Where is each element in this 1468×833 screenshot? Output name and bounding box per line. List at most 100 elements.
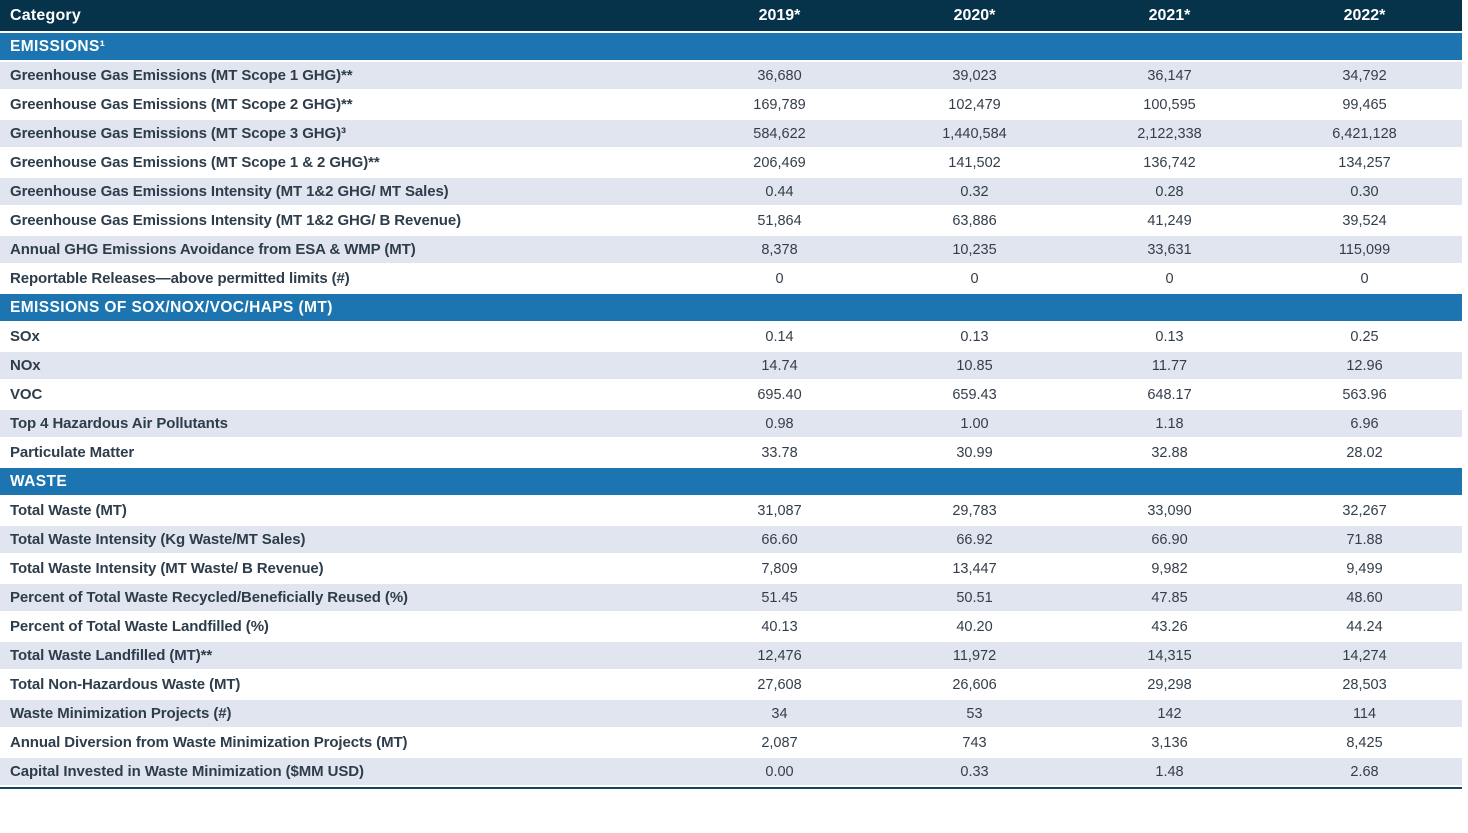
category-cell: Greenhouse Gas Emissions (MT Scope 1 GHG… bbox=[10, 67, 353, 84]
value-cell: 0 bbox=[775, 270, 784, 287]
category-cell: Total Non-Hazardous Waste (MT) bbox=[10, 676, 241, 693]
value-cell: 28.02 bbox=[1346, 444, 1383, 461]
table-row: Greenhouse Gas Emissions Intensity (MT 1… bbox=[0, 178, 1462, 207]
table-row: Percent of Total Waste Recycled/Benefici… bbox=[0, 584, 1462, 613]
value-cell: 206,469 bbox=[753, 154, 806, 171]
value-cell: 743 bbox=[962, 734, 987, 751]
value-cell: 115,099 bbox=[1338, 241, 1391, 258]
value-cell: 1.48 bbox=[1155, 763, 1184, 780]
section-title: EMISSIONS¹ bbox=[10, 37, 106, 55]
value-cell: 11,972 bbox=[952, 647, 997, 664]
value-cell: 28,503 bbox=[1342, 676, 1387, 693]
value-cell: 0 bbox=[1360, 270, 1369, 287]
value-cell: 12,476 bbox=[757, 647, 802, 664]
column-header-category: Category bbox=[10, 6, 81, 24]
table-row: NOx 14.74 10.85 11.77 12.96 bbox=[0, 352, 1462, 381]
table-row: Annual Diversion from Waste Minimization… bbox=[0, 729, 1462, 758]
value-cell: 100,595 bbox=[1143, 96, 1196, 113]
table-row: SOx 0.14 0.13 0.13 0.25 bbox=[0, 323, 1462, 352]
value-cell: 136,742 bbox=[1143, 154, 1196, 171]
value-cell: 648.17 bbox=[1147, 386, 1192, 403]
category-cell: Total Waste (MT) bbox=[10, 502, 127, 519]
value-cell: 51,864 bbox=[757, 212, 802, 229]
value-cell: 66.60 bbox=[761, 531, 798, 548]
value-cell: 659.43 bbox=[952, 386, 997, 403]
value-cell: 36,147 bbox=[1147, 67, 1192, 84]
table-row: Particulate Matter 33.78 30.99 32.88 28.02 bbox=[0, 439, 1462, 468]
table-row: Capital Invested in Waste Minimization (… bbox=[0, 758, 1462, 787]
section-title: EMISSIONS OF SOX/NOX/VOC/HAPS (MT) bbox=[10, 298, 333, 316]
table-row: VOC 695.40 659.43 648.17 563.96 bbox=[0, 381, 1462, 410]
category-cell: Reportable Releases—above permitted limi… bbox=[10, 270, 350, 287]
value-cell: 48.60 bbox=[1346, 589, 1383, 606]
value-cell: 695.40 bbox=[757, 386, 802, 403]
value-cell: 6.96 bbox=[1350, 415, 1379, 432]
value-cell: 26,606 bbox=[952, 676, 997, 693]
value-cell: 44.24 bbox=[1346, 618, 1383, 635]
value-cell: 0.44 bbox=[765, 183, 794, 200]
value-cell: 32.88 bbox=[1151, 444, 1188, 461]
category-cell: Greenhouse Gas Emissions (MT Scope 1 & 2… bbox=[10, 154, 380, 171]
category-cell: Percent of Total Waste Landfilled (%) bbox=[10, 618, 269, 635]
value-cell: 99,465 bbox=[1342, 96, 1387, 113]
category-cell: SOx bbox=[10, 328, 40, 345]
esg-metrics-table: Category 2019* 2020* 2021* 2022* EMISSIO… bbox=[0, 0, 1462, 789]
category-cell: Annual Diversion from Waste Minimization… bbox=[10, 734, 408, 751]
table-header-row: Category 2019* 2020* 2021* 2022* bbox=[0, 0, 1462, 33]
table-row: Total Waste (MT) 31,087 29,783 33,090 32,267 bbox=[0, 497, 1462, 526]
value-cell: 141,502 bbox=[948, 154, 1001, 171]
value-cell: 51.45 bbox=[761, 589, 798, 606]
category-cell: Greenhouse Gas Emissions (MT Scope 2 GHG… bbox=[10, 96, 353, 113]
value-cell: 0.13 bbox=[960, 328, 989, 345]
value-cell: 2.68 bbox=[1350, 763, 1379, 780]
value-cell: 1.18 bbox=[1155, 415, 1184, 432]
category-cell: NOx bbox=[10, 357, 41, 374]
value-cell: 14.74 bbox=[761, 357, 798, 374]
value-cell: 0.00 bbox=[765, 763, 794, 780]
value-cell: 43.26 bbox=[1151, 618, 1188, 635]
value-cell: 12.96 bbox=[1346, 357, 1383, 374]
value-cell: 7,809 bbox=[761, 560, 798, 577]
value-cell: 9,982 bbox=[1151, 560, 1188, 577]
value-cell: 63,886 bbox=[952, 212, 997, 229]
value-cell: 40.20 bbox=[956, 618, 993, 635]
table-row: Top 4 Hazardous Air Pollutants 0.98 1.00 1.… bbox=[0, 410, 1462, 439]
table-row: Greenhouse Gas Emissions (MT Scope 3 GHG… bbox=[0, 120, 1462, 149]
value-cell: 0.30 bbox=[1350, 183, 1379, 200]
category-cell: Total Waste Intensity (MT Waste/ B Reven… bbox=[10, 560, 324, 577]
value-cell: 1,440,584 bbox=[942, 125, 1007, 142]
value-cell: 47.85 bbox=[1151, 589, 1188, 606]
table-body: EMISSIONS¹ Greenhouse Gas Emissions (MT S… bbox=[0, 33, 1462, 787]
value-cell: 0.33 bbox=[960, 763, 989, 780]
value-cell: 40.13 bbox=[761, 618, 798, 635]
value-cell: 29,783 bbox=[952, 502, 997, 519]
value-cell: 169,789 bbox=[753, 96, 806, 113]
table-row: Waste Minimization Projects (#) 34 53 142 11… bbox=[0, 700, 1462, 729]
value-cell: 0.98 bbox=[765, 415, 794, 432]
table-row: Greenhouse Gas Emissions (MT Scope 2 GHG… bbox=[0, 91, 1462, 120]
value-cell: 11.77 bbox=[1151, 357, 1188, 374]
value-cell: 14,274 bbox=[1342, 647, 1387, 664]
category-cell: Percent of Total Waste Recycled/Benefici… bbox=[10, 589, 408, 606]
value-cell: 0.28 bbox=[1155, 183, 1184, 200]
section-title: WASTE bbox=[10, 472, 68, 490]
section-header: WASTE bbox=[0, 468, 1462, 497]
value-cell: 3,136 bbox=[1151, 734, 1188, 751]
section-header: EMISSIONS OF SOX/NOX/VOC/HAPS (MT) bbox=[0, 294, 1462, 323]
value-cell: 8,378 bbox=[761, 241, 798, 258]
value-cell: 0.32 bbox=[960, 183, 989, 200]
category-cell: Greenhouse Gas Emissions (MT Scope 3 GHG… bbox=[10, 125, 346, 142]
value-cell: 50.51 bbox=[956, 589, 993, 606]
value-cell: 10.85 bbox=[956, 357, 993, 374]
value-cell: 71.88 bbox=[1346, 531, 1383, 548]
value-cell: 33,090 bbox=[1147, 502, 1192, 519]
column-header-year-2021: 2021* bbox=[1148, 6, 1191, 24]
value-cell: 0.13 bbox=[1155, 328, 1184, 345]
value-cell: 27,608 bbox=[757, 676, 802, 693]
table-row: Total Waste Intensity (Kg Waste/MT Sales… bbox=[0, 526, 1462, 555]
column-header-year-2022: 2022* bbox=[1343, 6, 1386, 24]
value-cell: 0 bbox=[1165, 270, 1174, 287]
table-row: Greenhouse Gas Emissions Intensity (MT 1… bbox=[0, 207, 1462, 236]
category-cell: Waste Minimization Projects (#) bbox=[10, 705, 232, 722]
value-cell: 41,249 bbox=[1147, 212, 1192, 229]
